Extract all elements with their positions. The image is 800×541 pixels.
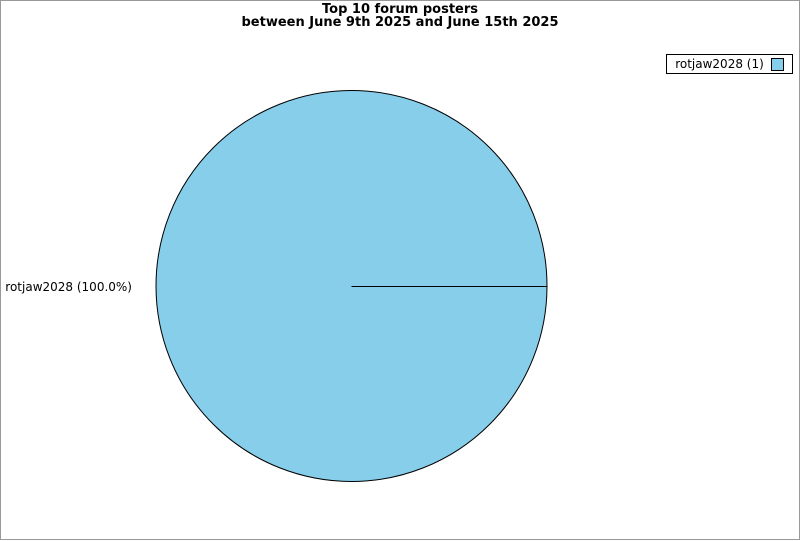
legend-swatch-rect bbox=[770, 57, 784, 71]
legend-box: rotjaw2028 (1) bbox=[666, 54, 793, 74]
legend-swatch bbox=[770, 57, 784, 71]
chart-title-line-1: Top 10 forum posters bbox=[322, 2, 478, 17]
legend-entry-label: rotjaw2028 (1) bbox=[675, 57, 764, 71]
pie-slice-label: rotjaw2028 (100.0%) bbox=[5, 280, 132, 294]
chart-title: Top 10 forum posters between June 9th 20… bbox=[1, 2, 799, 30]
chart-title-line-2: between June 9th 2025 and June 15th 2025 bbox=[241, 14, 559, 30]
